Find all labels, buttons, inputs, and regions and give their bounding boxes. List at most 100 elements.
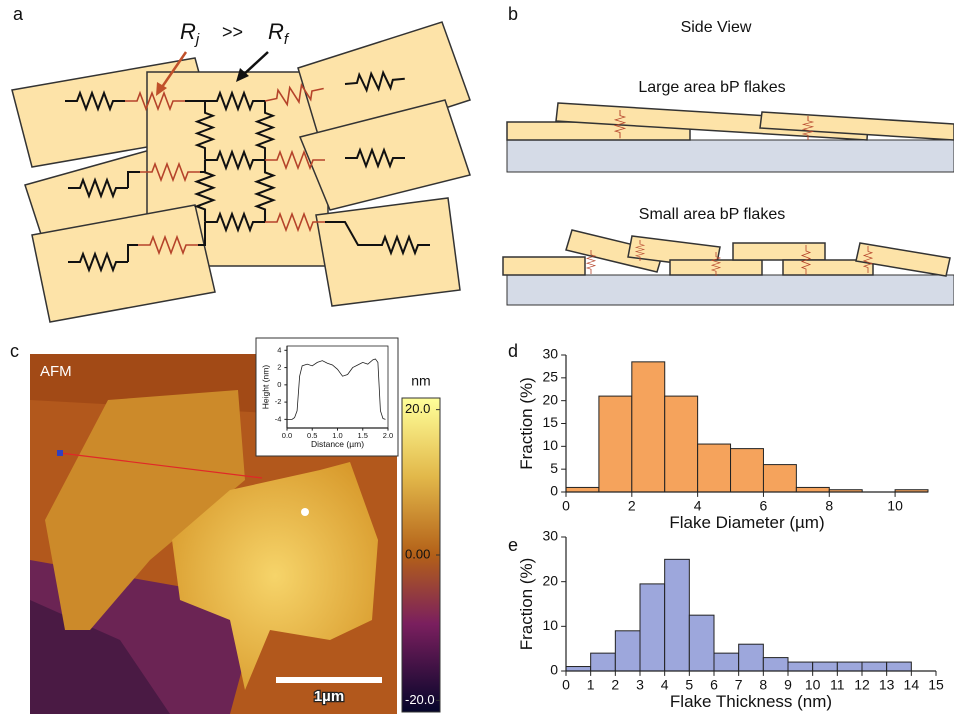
scale-bar xyxy=(276,677,382,683)
bar xyxy=(739,644,764,671)
symbol: R xyxy=(180,19,196,44)
x-tick-label: 0 xyxy=(562,676,570,692)
substrate xyxy=(507,275,954,305)
x-tick-label: 3 xyxy=(636,676,644,692)
side-view-title: Side View xyxy=(681,19,752,36)
y-tick-label: 10 xyxy=(543,617,559,633)
bar xyxy=(591,653,616,671)
y-tick-label: 0 xyxy=(277,380,281,389)
relation: >> xyxy=(222,22,243,42)
caption: Small area bP flakes xyxy=(639,206,785,223)
y-tick-label: 10 xyxy=(543,437,559,453)
scale-bar-label: 1µm xyxy=(314,688,344,705)
colorbar-unit: nm xyxy=(411,373,430,389)
label-rj: Rj xyxy=(180,19,200,48)
bar xyxy=(887,662,912,671)
y-axis-label: Height (nm) xyxy=(261,365,271,410)
colorbar-tick-label: 0.00 xyxy=(405,546,430,561)
bar xyxy=(813,662,838,671)
bar xyxy=(632,362,665,492)
flake xyxy=(503,257,585,275)
flake-card xyxy=(316,198,460,306)
bar xyxy=(788,662,813,671)
x-tick-label: 12 xyxy=(854,676,870,692)
x-tick-label: 4 xyxy=(661,676,669,692)
y-axis-label: Fraction (%) xyxy=(517,558,536,651)
bar xyxy=(714,653,739,671)
x-axis-label: Distance (µm) xyxy=(311,439,364,449)
side-view-diagram: Side View Large area bP flakes Small are… xyxy=(503,19,954,305)
substrate xyxy=(507,140,954,172)
x-tick-label: 10 xyxy=(805,676,821,692)
x-tick-label: 6 xyxy=(710,676,718,692)
bar xyxy=(862,662,887,671)
panel-label: c xyxy=(10,341,19,361)
panel-label: a xyxy=(13,4,24,24)
x-tick-label: 8 xyxy=(825,497,833,513)
y-tick-label: 0 xyxy=(550,662,558,678)
x-tick-label: 13 xyxy=(879,676,895,692)
y-tick-label: 20 xyxy=(543,572,559,588)
x-tick-label: 11 xyxy=(830,676,845,692)
circuit-diagram: Rj >> Rf xyxy=(12,19,470,322)
y-tick-label: 5 xyxy=(550,460,558,476)
bar xyxy=(640,584,665,671)
afm-label: AFM xyxy=(40,363,72,380)
x-tick-label: 5 xyxy=(685,676,693,692)
bar xyxy=(566,487,599,492)
y-tick-label: 30 xyxy=(543,346,559,362)
colorbar-tick-label: -20.0 xyxy=(405,692,435,707)
x-tick-label: 1 xyxy=(587,676,595,692)
profile-marker xyxy=(57,450,63,456)
x-tick-label: 15 xyxy=(928,676,944,692)
bar xyxy=(698,444,731,492)
colorbar-tick-label: 20.0 xyxy=(405,401,430,416)
bar xyxy=(665,559,690,671)
label-rf: Rf xyxy=(268,19,290,48)
y-tick-label: 15 xyxy=(543,414,559,430)
bar xyxy=(731,449,764,492)
bar xyxy=(796,487,829,492)
afm-particle xyxy=(301,508,309,516)
y-tick-label: -2 xyxy=(275,397,282,406)
panel-label: b xyxy=(508,4,518,24)
y-tick-label: 0 xyxy=(550,483,558,499)
bar xyxy=(615,631,640,671)
y-tick-label: 4 xyxy=(277,345,281,354)
x-tick-label: 10 xyxy=(887,497,903,513)
y-tick-label: 25 xyxy=(543,369,559,385)
x-axis-label: Flake Diameter (µm) xyxy=(669,513,824,532)
y-tick-label: 30 xyxy=(543,528,559,544)
subscript: f xyxy=(284,31,290,48)
afm-image: AFM 1µm nm xyxy=(30,338,440,714)
x-axis-label: Flake Thickness (nm) xyxy=(670,692,832,711)
x-tick-label: 2 xyxy=(628,497,636,513)
bar xyxy=(837,662,862,671)
x-tick-label: 14 xyxy=(904,676,920,692)
bar xyxy=(763,658,788,671)
bar xyxy=(763,465,796,492)
x-tick-label: 4 xyxy=(694,497,702,513)
panel-label: d xyxy=(508,341,518,361)
bar xyxy=(599,396,632,492)
symbol: R xyxy=(268,19,284,44)
figure: a b c d e Rj >> Rf Side View Large area … xyxy=(0,0,954,719)
y-tick-label: 2 xyxy=(277,363,281,372)
x-tick-label: 8 xyxy=(759,676,767,692)
x-tick-label: 9 xyxy=(784,676,792,692)
y-tick-label: 20 xyxy=(543,391,559,407)
x-tick-label: 0.0 xyxy=(282,431,292,440)
y-axis-label: Fraction (%) xyxy=(517,377,536,470)
y-tick-label: -4 xyxy=(275,414,282,423)
x-tick-label: 7 xyxy=(735,676,743,692)
flake xyxy=(733,243,825,260)
x-tick-label: 2.0 xyxy=(383,431,393,440)
bar xyxy=(566,667,591,671)
x-tick-label: 6 xyxy=(760,497,768,513)
x-tick-label: 2 xyxy=(611,676,619,692)
panel-label: e xyxy=(508,535,518,555)
bar xyxy=(689,615,714,671)
caption: Large area bP flakes xyxy=(638,79,785,96)
